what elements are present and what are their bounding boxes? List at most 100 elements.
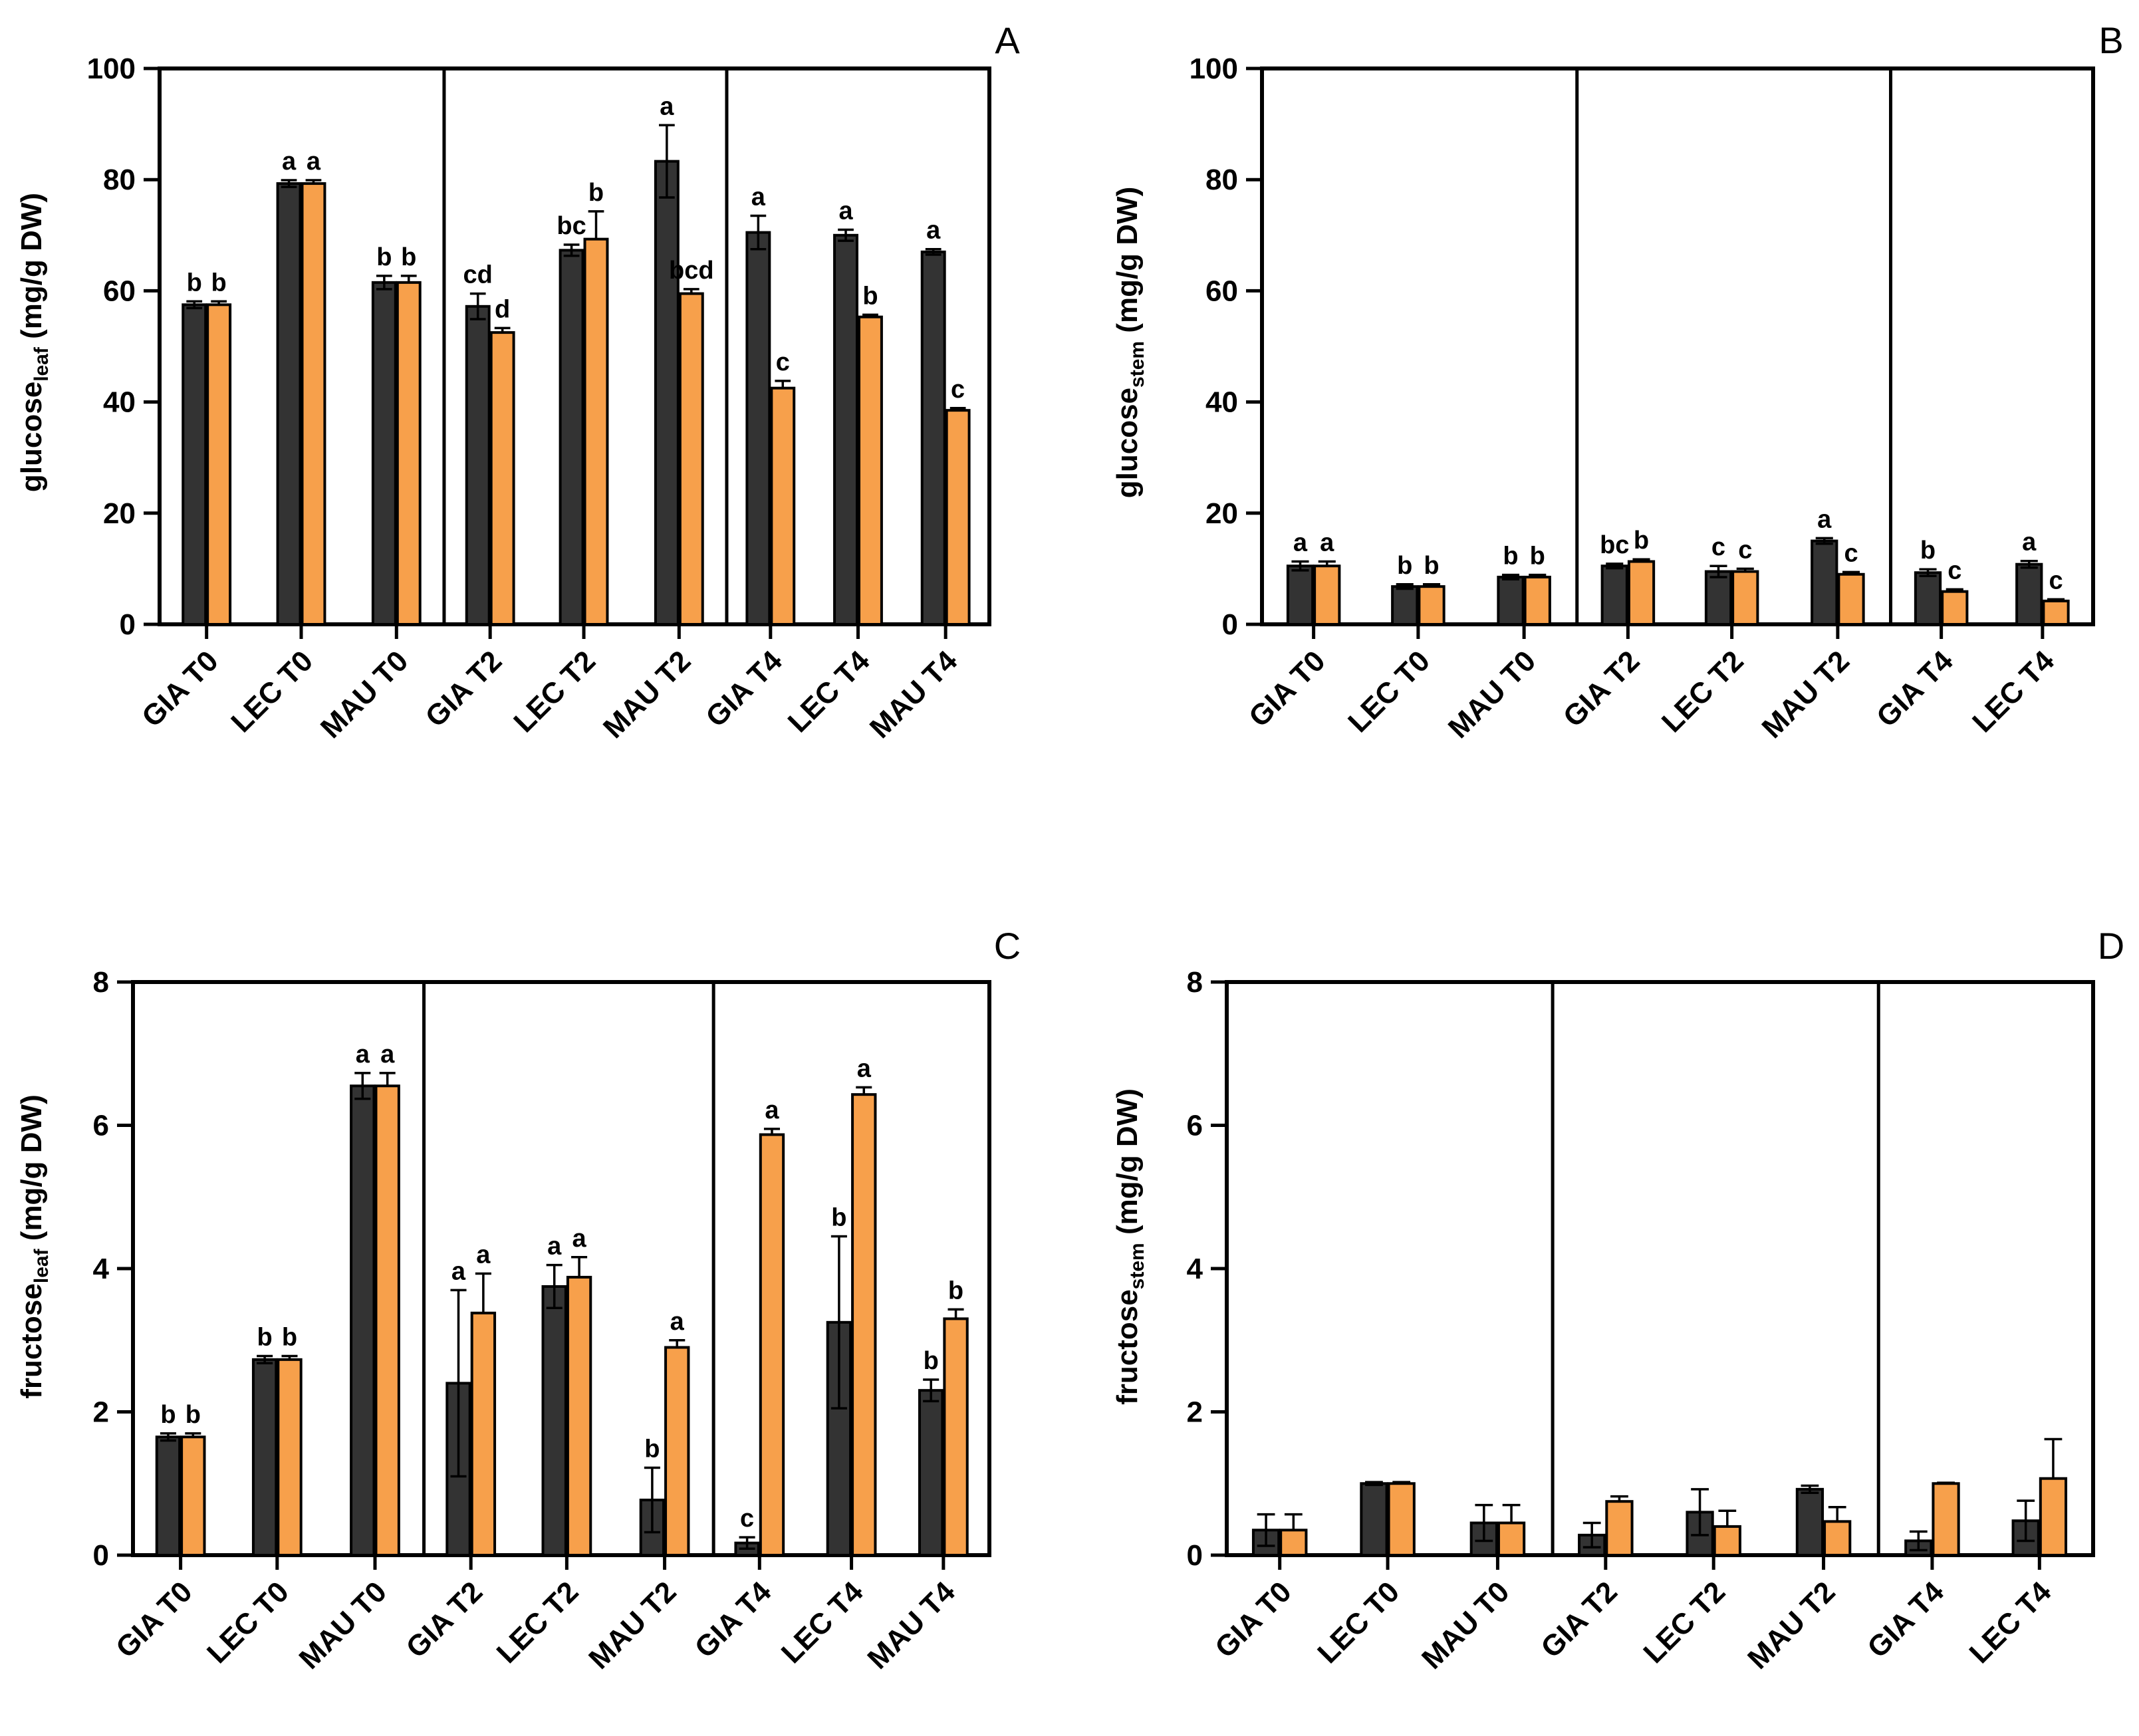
significance-label: d <box>495 295 510 323</box>
plot-frame <box>1260 66 2095 626</box>
bar-series-1 <box>654 160 680 626</box>
y-tick-label: 8 <box>93 966 109 999</box>
panel-b-y-title-main: glucose <box>1111 388 1144 498</box>
significance-label: a <box>1320 529 1334 557</box>
significance-label: a <box>282 148 297 176</box>
significance-label: b <box>1424 552 1439 580</box>
category-label: GIA T2 <box>419 644 508 733</box>
panel-c-y-title-main: fructose <box>15 1283 48 1399</box>
category-label: LEC T4 <box>1966 644 2061 739</box>
bar-series-2 <box>1713 1525 1741 1556</box>
y-tick-label: 40 <box>1205 386 1238 419</box>
significance-label: b <box>187 269 202 297</box>
category-label: MAU T2 <box>1755 644 1855 744</box>
significance-label: b <box>160 1401 176 1429</box>
significance-label: a <box>476 1241 491 1269</box>
bar-series-1 <box>465 305 491 626</box>
significance-label: c <box>2049 566 2063 594</box>
bar-series-1 <box>918 1389 944 1557</box>
bar-series-2 <box>277 1358 303 1557</box>
significance-label: c <box>776 348 790 376</box>
significance-label: c <box>1738 536 1752 564</box>
category-label: LEC T0 <box>201 1575 295 1670</box>
bar-series-2 <box>1279 1529 1308 1557</box>
category-label: MAU T0 <box>293 1575 393 1675</box>
bar-series-2 <box>566 1275 592 1557</box>
bar-series-2 <box>678 292 704 626</box>
significance-label: b <box>1530 543 1545 570</box>
panel-c-letter: C <box>994 925 1021 967</box>
y-tick-label: 6 <box>93 1110 109 1142</box>
significance-label: a <box>547 1233 562 1261</box>
bar-series-1 <box>1600 564 1628 626</box>
bar-series-2 <box>396 281 422 626</box>
panel-a-y-title-unit: (mg/g DW) <box>15 193 48 347</box>
panel-d-y-title-main: fructose <box>1111 1289 1144 1405</box>
bar-series-2 <box>1823 1520 1852 1556</box>
y-tick-label: 6 <box>1187 1110 1203 1142</box>
significance-label: a <box>926 217 941 245</box>
bar-series-2 <box>1497 1521 1526 1556</box>
category-label: LEC T4 <box>1963 1575 2058 1670</box>
y-tick-label: 60 <box>1205 275 1238 307</box>
y-tick-label: 0 <box>120 608 136 641</box>
category-label: MAU T4 <box>861 1575 961 1675</box>
significance-label: b <box>588 179 604 207</box>
panel-d-y-title-unit: (mg/g DW) <box>1111 1088 1144 1243</box>
significance-label: a <box>670 1308 685 1336</box>
significance-label: c <box>1711 533 1725 561</box>
panel-b-y-title-sub: stem <box>1126 341 1148 388</box>
significance-label: cd <box>463 261 493 289</box>
significance-label: a <box>451 1257 466 1285</box>
category-label: LEC T2 <box>491 1575 585 1670</box>
category-label: LEC T2 <box>1656 644 1750 739</box>
category-label: MAU T0 <box>1442 644 1542 744</box>
bar-series-2 <box>1418 585 1446 626</box>
bar-series-1 <box>1704 570 1733 626</box>
category-label: GIA T4 <box>699 644 789 733</box>
significance-label: b <box>186 1401 201 1429</box>
panel-b: B glucosestem (mg/g DW) 0 20 40 60 80 100 GIA … <box>1111 19 2124 745</box>
significance-label: a <box>380 1041 395 1068</box>
bar-series-2 <box>470 1311 497 1557</box>
category-label: MAU T2 <box>1741 1575 1841 1675</box>
bar-series-2 <box>2039 1477 2068 1557</box>
bar-series-2 <box>857 315 883 626</box>
y-tick-label: 100 <box>1190 53 1238 85</box>
bar-series-2 <box>1605 1500 1634 1556</box>
bar-series-2 <box>1523 575 1551 626</box>
bar-series-2 <box>664 1346 690 1557</box>
significance-label: a <box>356 1041 370 1068</box>
bar-series-2 <box>489 331 515 626</box>
y-tick-label: 0 <box>1187 1539 1203 1572</box>
bar-series-1 <box>1914 571 1942 626</box>
bar-series-1 <box>251 1358 278 1557</box>
bar-series-1 <box>1795 1487 1824 1557</box>
significance-label: c <box>1948 557 1961 584</box>
significance-label: b <box>924 1347 939 1375</box>
y-tick-label: 4 <box>93 1253 110 1285</box>
category-label: LEC T0 <box>1342 644 1436 739</box>
significance-label: a <box>1817 505 1832 533</box>
significance-label: b <box>401 243 416 271</box>
significance-label: b <box>376 243 392 271</box>
significance-label: b <box>948 1277 963 1304</box>
category-label: GIA T0 <box>1243 644 1332 733</box>
category-label: LEC T4 <box>782 644 876 739</box>
panel-d-letter: D <box>2098 925 2124 967</box>
significance-label: c <box>951 376 965 404</box>
significance-label: b <box>644 1435 660 1463</box>
category-label: GIA T4 <box>1870 644 1959 733</box>
panel-d-y-axis-title: fructosestem (mg/g DW) <box>1111 1088 1148 1405</box>
significance-label: a <box>1293 529 1308 557</box>
panel-b-y-title-unit: (mg/g DW) <box>1111 187 1144 341</box>
y-tick-label: 40 <box>103 386 136 419</box>
y-tick-label: 0 <box>93 1539 109 1572</box>
y-tick-label: 80 <box>1205 164 1238 196</box>
bar-series-2 <box>301 182 326 626</box>
significance-label: c <box>740 1505 754 1533</box>
significance-label: b <box>211 269 227 297</box>
y-tick-label: 80 <box>103 164 136 196</box>
significance-label: a <box>572 1225 587 1253</box>
